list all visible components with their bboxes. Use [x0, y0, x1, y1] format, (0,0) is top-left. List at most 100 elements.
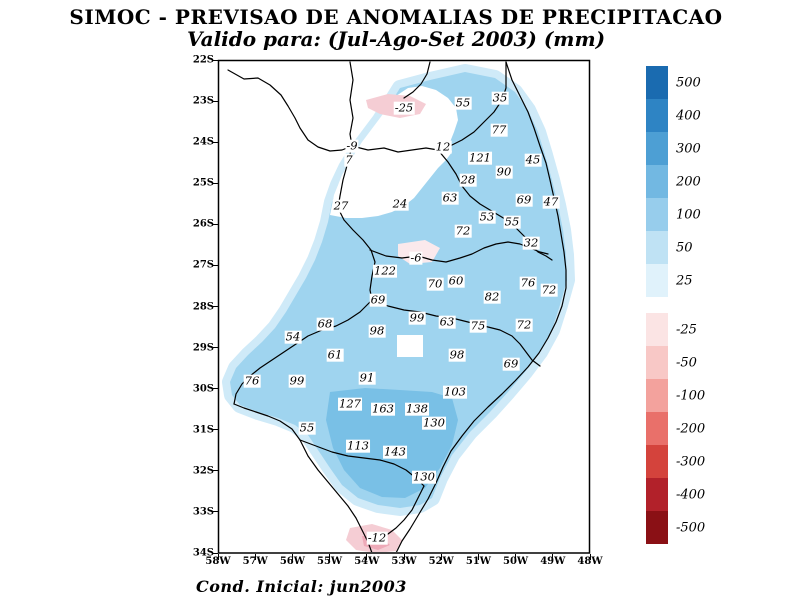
- lat-tick-label: 31S: [192, 424, 214, 436]
- grid-value: 69: [515, 192, 533, 207]
- grid-value: 72: [540, 282, 558, 297]
- lat-tick-label: 24S: [192, 136, 214, 148]
- lon-tick-label: 57W: [242, 556, 268, 567]
- grid-value: 24: [391, 196, 409, 211]
- lon-tick: [477, 554, 479, 560]
- grid-value: 163: [371, 401, 395, 416]
- grid-value: 28: [459, 172, 477, 187]
- border-line: [299, 439, 373, 552]
- grid-value: 76: [243, 373, 261, 388]
- border-line: [227, 69, 353, 152]
- legend-color-box: [646, 346, 668, 379]
- grid-value: 91: [358, 370, 376, 385]
- grid-value: 130: [412, 469, 436, 484]
- lon-tick-label: 53W: [391, 556, 417, 567]
- grid-value: 35: [491, 90, 509, 105]
- lon-tick: [329, 554, 331, 560]
- lon-tick-label: 48W: [577, 556, 603, 567]
- lon-tick-label: 56W: [279, 556, 305, 567]
- border-line: [299, 439, 425, 487]
- grid-value: 55: [298, 420, 316, 435]
- legend-value-label: -25: [676, 322, 697, 337]
- legend-value-label: -50: [676, 355, 697, 370]
- lon-tick-label: 54W: [354, 556, 380, 567]
- legend-color-box: [646, 379, 668, 412]
- lon-tick: [403, 554, 405, 560]
- grid-value: 7: [344, 152, 354, 167]
- grid-value: 98: [448, 347, 466, 362]
- lat-tick: [212, 470, 218, 472]
- grid-value: 32: [522, 235, 540, 250]
- lat-tick: [212, 100, 218, 102]
- chart-subtitle: Valido para: (Jul-Ago-Set 2003) (mm): [186, 27, 606, 51]
- grid-value: -25: [393, 100, 415, 115]
- grid-value: 138: [405, 401, 429, 416]
- coastline: [395, 61, 567, 552]
- lon-tick: [515, 554, 517, 560]
- grid-value: 75: [469, 318, 487, 333]
- lon-tick-label: 55W: [317, 556, 343, 567]
- grid-value: 53: [478, 209, 496, 224]
- lat-tick-label: 34S: [192, 547, 214, 559]
- lon-tick-label: 52W: [428, 556, 454, 567]
- legend-value-label: -300: [676, 454, 706, 469]
- legend-color-box: [646, 99, 668, 132]
- grid-value: 69: [369, 292, 387, 307]
- grid-value: 103: [443, 384, 467, 399]
- legend-color-box: [646, 445, 668, 478]
- legend-color-box: [646, 412, 668, 445]
- grid-value: 60: [447, 273, 465, 288]
- grid-value: 98: [368, 323, 386, 338]
- legend-color-box: [646, 165, 668, 198]
- anomaly-region-main: [230, 72, 567, 508]
- lon-tick-label: 51W: [465, 556, 491, 567]
- grid-value: 63: [441, 190, 459, 205]
- grid-value: 121: [468, 150, 492, 165]
- grid-value: 72: [454, 223, 472, 238]
- grid-value: 76: [519, 275, 537, 290]
- lon-tick: [552, 554, 554, 560]
- lon-tick-label: 58W: [205, 556, 231, 567]
- grid-value: 113: [346, 438, 370, 453]
- lat-tick-label: 25S: [192, 177, 214, 189]
- chart-title: SIMOC - PREVISAO DE ANOMALIAS DE PRECIPI…: [69, 5, 723, 29]
- lat-tick: [212, 347, 218, 349]
- grid-value: 54: [284, 329, 302, 344]
- lat-tick: [212, 429, 218, 431]
- grid-value: 12: [434, 139, 452, 154]
- lat-tick: [212, 59, 218, 61]
- lat-tick: [212, 264, 218, 266]
- lon-tick-label: 49W: [540, 556, 566, 567]
- grid-value: 69: [502, 356, 520, 371]
- legend-color-box: [646, 198, 668, 231]
- lat-tick-label: 27S: [192, 259, 214, 271]
- lon-tick: [440, 554, 442, 560]
- grid-value: 143: [383, 444, 407, 459]
- anomaly-region-strong: [326, 388, 458, 498]
- grid-value: 68: [316, 316, 334, 331]
- legend-color-box: [646, 231, 668, 264]
- lon-tick: [291, 554, 293, 560]
- grid-value: 72: [515, 317, 533, 332]
- lat-tick: [212, 141, 218, 143]
- lat-tick-label: 28S: [192, 301, 214, 312]
- grid-value: 63: [438, 314, 456, 329]
- grid-value: 99: [288, 373, 306, 388]
- lat-tick: [212, 388, 218, 390]
- lat-tick-label: 32S: [192, 465, 214, 477]
- grid-value: -6: [409, 250, 423, 265]
- lon-tick-label: 50W: [503, 556, 529, 567]
- legend-color-box: [646, 478, 668, 511]
- legend-color-box: [646, 66, 668, 99]
- legend-color-box: [646, 313, 668, 346]
- legend-value-label: 500: [676, 75, 701, 90]
- grid-value: -9: [345, 138, 359, 153]
- grid-value: 82: [483, 289, 501, 304]
- lat-tick: [212, 223, 218, 225]
- initial-condition-label: Cond. Inicial: jun2003: [196, 577, 407, 596]
- unshaded-interior: [330, 86, 458, 218]
- lat-tick-label: 23S: [192, 95, 214, 107]
- grid-value: 130: [422, 415, 446, 430]
- lat-tick-label: 30S: [192, 383, 214, 395]
